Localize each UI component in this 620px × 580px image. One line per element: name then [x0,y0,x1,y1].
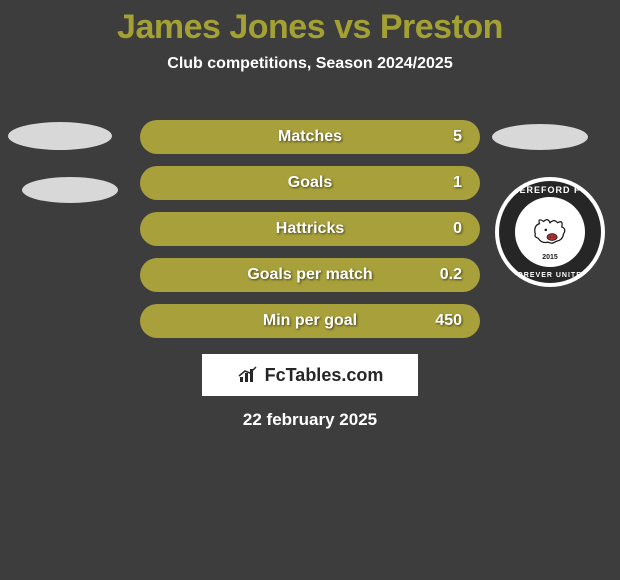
stat-bar: Goals per match 0.2 [140,258,480,292]
bull-icon [529,211,571,253]
chart-icon [237,366,259,384]
subtitle: Club competitions, Season 2024/2025 [0,55,620,73]
crest-top-text: HEREFORD FC [512,185,588,195]
stat-label: Goals per match [247,266,372,284]
stat-label: Goals [288,174,332,192]
stat-bar: Hattricks 0 [140,212,480,246]
player-avatar-placeholder-shadow [22,177,118,203]
crest-bottom-text: FOREVER UNITED [512,272,588,279]
stat-row: Matches 5 [140,120,480,154]
club-crest: HEREFORD FC 2015 FOREVER UNITED [495,177,605,287]
crest-year: 2015 [542,254,558,261]
date-text: 22 february 2025 [243,410,377,430]
stat-row: Goals per match 0.2 [140,258,480,292]
brand-badge: FcTables.com [202,354,418,396]
page-title: James Jones vs Preston [0,0,620,47]
brand-text: FcTables.com [265,365,384,386]
stat-label: Matches [278,128,342,146]
stat-row: Hattricks 0 [140,212,480,246]
stat-value: 450 [435,312,462,330]
stat-bar: Matches 5 [140,120,480,154]
stat-value: 0 [453,220,462,238]
stat-bar: Goals 1 [140,166,480,200]
stat-bar: Min per goal 450 [140,304,480,338]
player-avatar-placeholder [8,122,112,150]
stats-container: Matches 5 Goals 1 Hattricks 0 Goals per match 0… [140,120,480,350]
stat-label: Min per goal [263,312,357,330]
stat-value: 0.2 [440,266,462,284]
stat-row: Min per goal 450 [140,304,480,338]
stat-row: Goals 1 [140,166,480,200]
stat-value: 1 [453,174,462,192]
stat-value: 5 [453,128,462,146]
opponent-avatar-placeholder [492,124,588,150]
stat-label: Hattricks [276,220,344,238]
